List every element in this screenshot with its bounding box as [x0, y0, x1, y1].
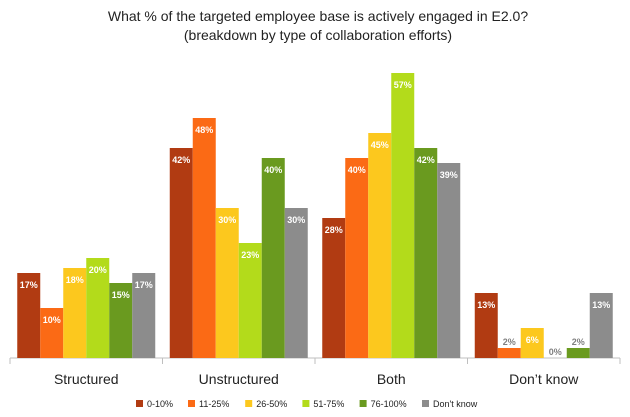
legend-swatch	[422, 400, 429, 407]
bar	[17, 273, 41, 358]
bar	[63, 268, 87, 358]
category-label: Structured	[54, 371, 119, 387]
bar	[284, 208, 308, 358]
chart-subtitle: (breakdown by type of collaboration effo…	[184, 27, 452, 43]
bar	[474, 293, 498, 358]
legend-label: 76-100%	[371, 399, 407, 409]
bar	[520, 328, 544, 358]
category-label: Don’t know	[509, 371, 579, 387]
bar	[414, 148, 438, 358]
category-label: Both	[377, 371, 406, 387]
data-label: 57%	[394, 80, 412, 90]
data-label: 40%	[348, 165, 366, 175]
data-label: 0%	[549, 347, 562, 357]
category-label: Unstructured	[199, 371, 279, 387]
bar	[238, 243, 262, 358]
legend-label: Don't know	[433, 399, 478, 409]
bar	[437, 163, 461, 358]
data-label: 17%	[135, 280, 153, 290]
data-label: 23%	[241, 250, 259, 260]
legend-label: 51-75%	[313, 399, 344, 409]
legend: 0-10% 11-25% 26-50% 51-75% 76-100% Don't know	[136, 399, 478, 409]
legend-swatch	[302, 400, 310, 407]
bar	[215, 208, 239, 358]
data-label: 20%	[89, 265, 107, 275]
data-label: 2%	[572, 337, 585, 347]
bar	[566, 348, 590, 358]
data-label: 10%	[43, 315, 61, 325]
bar	[169, 148, 193, 358]
bar	[86, 258, 110, 358]
legend-swatch	[245, 400, 253, 407]
data-label: 30%	[287, 215, 305, 225]
legend-swatch	[188, 400, 195, 407]
bar	[192, 118, 216, 358]
data-label: 2%	[503, 337, 516, 347]
data-label: 18%	[66, 275, 84, 285]
legend-label: 26-50%	[256, 399, 287, 409]
data-label: 45%	[371, 140, 389, 150]
data-label: 42%	[172, 155, 190, 165]
bar	[497, 348, 521, 358]
data-label: 13%	[592, 300, 610, 310]
data-label: 42%	[417, 155, 435, 165]
bar	[322, 218, 346, 358]
bar	[589, 293, 613, 358]
bar	[109, 283, 133, 358]
legend-label: 0-10%	[147, 399, 173, 409]
data-label: 40%	[264, 165, 282, 175]
data-label: 28%	[325, 225, 343, 235]
plot-area: 17% 10% 18% 20% 15% 17% Structured 42% 48% 30% 23%…	[9, 73, 621, 387]
data-label: 39%	[440, 170, 458, 180]
legend-swatch	[136, 400, 143, 407]
data-label: 30%	[218, 215, 236, 225]
data-label: 15%	[112, 290, 130, 300]
data-label: 6%	[526, 335, 539, 345]
data-label: 13%	[477, 300, 495, 310]
legend-label: 11-25%	[199, 399, 229, 409]
bar	[132, 273, 156, 358]
bar	[368, 133, 392, 358]
data-label: 17%	[20, 280, 38, 290]
bar	[261, 158, 285, 358]
legend-swatch	[359, 400, 367, 407]
data-label: 48%	[195, 125, 213, 135]
bar	[40, 308, 64, 358]
bar	[391, 73, 415, 358]
chart-title: What % of the targeted employee base is …	[108, 8, 528, 24]
bar	[345, 158, 369, 358]
